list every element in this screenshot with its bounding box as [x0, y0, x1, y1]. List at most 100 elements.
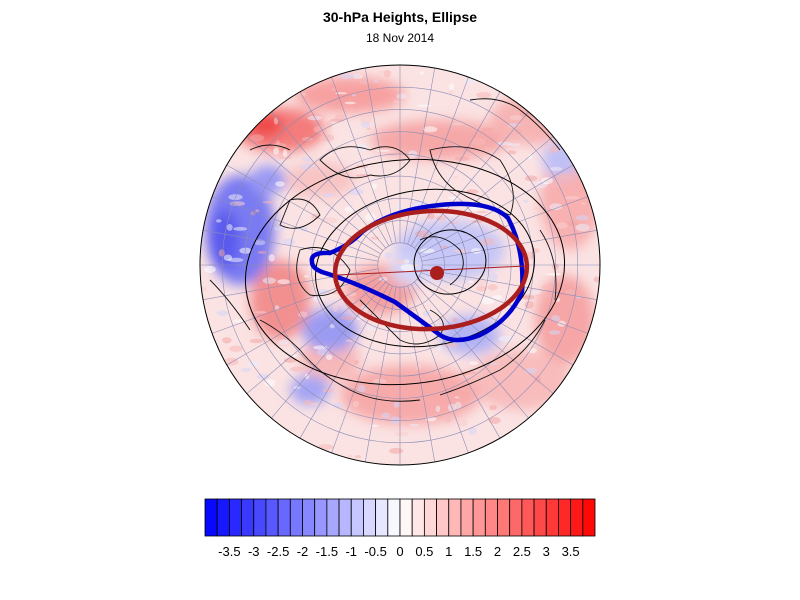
- speckle: [226, 223, 233, 231]
- speckle: [204, 265, 216, 273]
- colorbar-box: [277, 498, 291, 537]
- speckle: [476, 210, 488, 214]
- speckle: [528, 136, 537, 142]
- ellipse-centroid: [430, 266, 444, 280]
- coastlines: [209, 98, 561, 402]
- meridian-line: [413, 281, 529, 419]
- meridian-line: [421, 229, 598, 262]
- speckle: [335, 92, 348, 95]
- colorbar-box: [484, 498, 498, 537]
- speckle: [216, 219, 222, 223]
- speckle: [408, 308, 418, 312]
- meridian-line: [226, 275, 382, 366]
- speckle: [551, 315, 561, 322]
- speckle: [300, 163, 314, 170]
- speckle: [476, 285, 487, 292]
- speckle: [523, 199, 529, 203]
- speckle: [532, 206, 545, 211]
- colorbar-box: [302, 498, 316, 537]
- graticule: [200, 65, 600, 465]
- speckle: [549, 146, 559, 154]
- colorbar-tick-label: 3: [543, 544, 550, 559]
- meridian-line: [246, 278, 384, 394]
- speckle: [301, 157, 313, 162]
- meridian-line: [421, 268, 598, 301]
- colorbar-box: [558, 498, 572, 537]
- speckle: [250, 134, 265, 142]
- speckle: [371, 183, 378, 190]
- speckle: [319, 134, 335, 142]
- speckle: [229, 345, 243, 352]
- speckle: [487, 284, 498, 291]
- speckle: [264, 379, 276, 388]
- speckle: [326, 354, 333, 361]
- speckle: [381, 412, 391, 419]
- colorbar-tick-label: 3.5: [562, 544, 580, 559]
- colorbar-box: [533, 498, 547, 537]
- meridian-line: [418, 275, 574, 366]
- colorbar-box: [448, 498, 462, 537]
- speckle: [546, 272, 562, 276]
- speckle: [354, 102, 360, 109]
- speckle: [360, 116, 372, 124]
- speckle: [228, 257, 244, 263]
- speckle: [390, 416, 401, 424]
- speckle: [452, 317, 458, 323]
- colorbar-tick-label: -0.5: [364, 544, 386, 559]
- colorbar-box: [253, 498, 267, 537]
- speckle: [273, 226, 286, 231]
- colorbar-labels: -3.5 -3 -2.5 -2 -1.5 -1 -0.5 0 0.5 1 1.5 2 2.5 3 3.5: [218, 544, 579, 559]
- meridian-line: [403, 286, 436, 463]
- speckle: [224, 357, 239, 366]
- colorbar-tick-label: 1.5: [464, 544, 482, 559]
- speckle: [218, 249, 225, 257]
- speckle: [451, 122, 465, 126]
- speckle: [316, 348, 329, 356]
- speckle: [541, 177, 553, 185]
- speckle: [507, 143, 521, 146]
- speckle: [268, 254, 275, 262]
- colorbar-box: [582, 498, 596, 537]
- speckle: [339, 73, 354, 80]
- colorbar-box: [497, 498, 511, 537]
- speckle: [481, 127, 494, 132]
- speckle: [277, 279, 290, 285]
- speckle: [454, 396, 460, 399]
- speckle: [488, 417, 501, 424]
- speckle: [373, 79, 379, 83]
- speckle: [469, 361, 479, 366]
- speckle: [480, 238, 495, 246]
- speckle: [489, 404, 497, 411]
- speckle: [436, 346, 443, 351]
- speckle: [435, 405, 441, 413]
- speckle: [282, 149, 288, 157]
- speckle: [454, 156, 470, 161]
- speckle: [329, 323, 335, 329]
- speckle: [448, 83, 455, 91]
- speckle: [414, 221, 425, 227]
- speckle: [257, 250, 267, 254]
- colorbar-tick-label: 2.5: [513, 544, 531, 559]
- colorbar-box: [521, 498, 535, 537]
- speckle: [400, 263, 415, 272]
- speckle: [564, 195, 580, 200]
- speckle: [254, 311, 267, 314]
- speckle: [249, 338, 263, 344]
- speckle: [556, 173, 572, 181]
- colorbar-tick-label: 0.5: [415, 544, 433, 559]
- speckle: [344, 101, 356, 105]
- speckle: [535, 375, 542, 383]
- meridian-line: [211, 196, 380, 258]
- speckle: [300, 227, 309, 232]
- colorbar-box: [411, 498, 425, 537]
- colorbar-box: [423, 498, 437, 537]
- speckle: [532, 289, 541, 295]
- speckle: [282, 238, 296, 246]
- speckle: [549, 166, 563, 171]
- speckle: [468, 280, 474, 284]
- colorbar-box: [472, 498, 486, 537]
- speckle: [239, 247, 252, 254]
- speckle: [283, 357, 297, 363]
- speckle: [444, 418, 452, 423]
